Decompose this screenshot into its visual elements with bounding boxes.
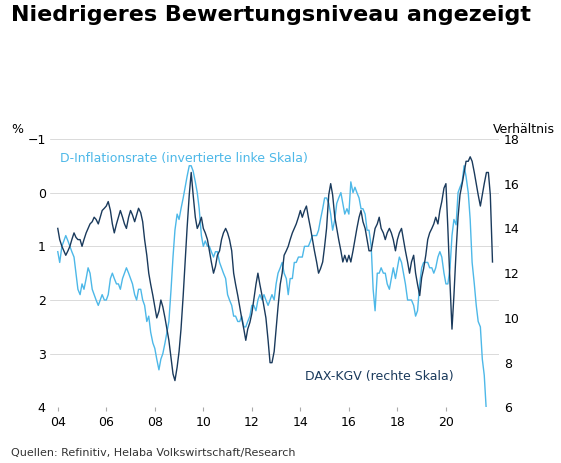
Text: DAX-KGV (rechte Skala): DAX-KGV (rechte Skala) <box>305 370 454 383</box>
Text: Verhältnis: Verhältnis <box>493 123 555 136</box>
Text: Niedrigeres Bewertungsniveau angezeigt: Niedrigeres Bewertungsniveau angezeigt <box>11 5 531 25</box>
Text: D-Inflationsrate (invertierte linke Skala): D-Inflationsrate (invertierte linke Skal… <box>60 152 308 165</box>
Text: %: % <box>11 123 23 136</box>
Text: Quellen: Refinitiv, Helaba Volkswirtschaft/Research: Quellen: Refinitiv, Helaba Volkswirtscha… <box>11 448 296 458</box>
